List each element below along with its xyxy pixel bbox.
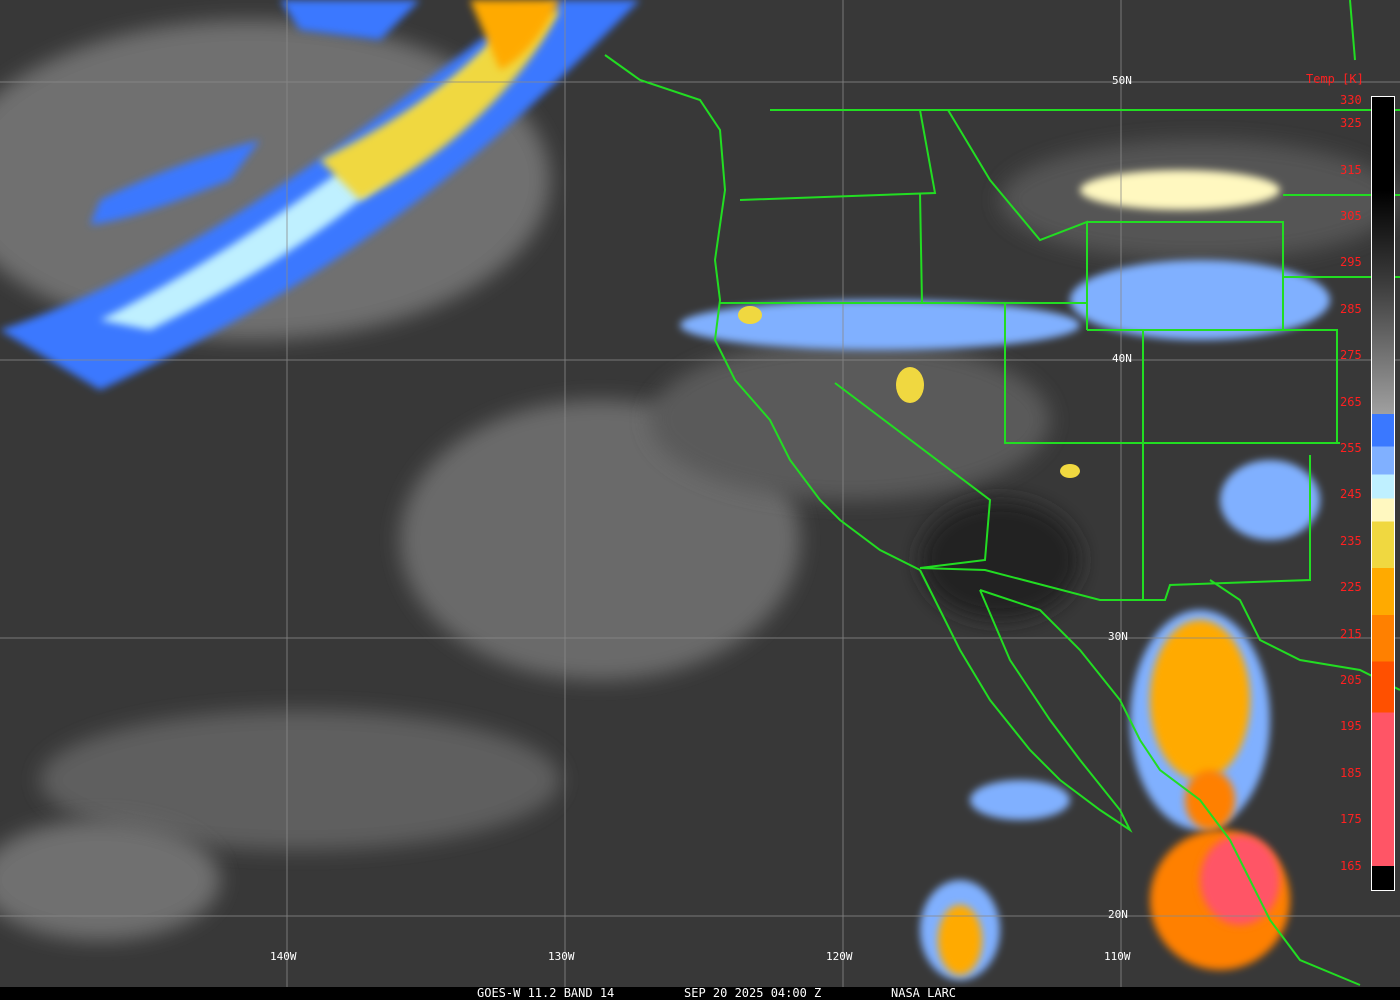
colorbar-tick-label: 225 — [1340, 580, 1362, 595]
lon-label-140w: 140W — [270, 950, 297, 963]
colorbar-tick-label: 175 — [1340, 812, 1362, 827]
lon-label-110w: 110W — [1104, 950, 1131, 963]
colorbar-tick-label: 205 — [1340, 673, 1362, 687]
lon-label-130w: 130W — [548, 950, 575, 963]
colorbar-tick-label: 195 — [1340, 719, 1362, 734]
temperature-colorbar — [1371, 96, 1395, 891]
colorbar-tick-label: 245 — [1340, 487, 1362, 502]
colorbar-tick-label: 255 — [1340, 441, 1362, 455]
colorbar-tick-label: 275 — [1340, 348, 1362, 363]
colorbar-title: Temp [K] — [1306, 72, 1364, 86]
source-label: NASA LARC — [891, 986, 957, 1000]
colorbar-tick-label: 305 — [1340, 209, 1362, 223]
datetime-label: SEP 20 2025 04:00 Z — [684, 986, 822, 1000]
colorbar-tick-label: 285 — [1340, 301, 1362, 316]
colorbar-tick-label: 265 — [1340, 394, 1362, 409]
colorbar-tick-label: 295 — [1340, 255, 1362, 270]
lat-label-50n: 50N — [1112, 74, 1132, 87]
colorbar-tick-label: 315 — [1340, 162, 1362, 177]
lat-label-40n: 40N — [1112, 352, 1132, 365]
colorbar-tick-label: 185 — [1340, 765, 1362, 780]
lat-label-30n: 30N — [1108, 630, 1128, 643]
lat-label-20n: 20N — [1108, 908, 1128, 921]
colorbar-tick-label: 330 — [1340, 93, 1362, 107]
footer-bar: GOES-W 11.2 BAND 14 SEP 20 2025 04:00 Z … — [0, 987, 1400, 1000]
colorbar-tick-label: 325 — [1340, 116, 1362, 131]
colorbar-tick-label: 235 — [1340, 533, 1362, 548]
political-borders — [604, 0, 1400, 986]
lon-label-120w: 120W — [826, 950, 853, 963]
satellite-band-label: GOES-W 11.2 BAND 14 — [477, 986, 615, 1000]
colorbar-tick-label: 165 — [1340, 858, 1362, 873]
colorbar-tick-label: 215 — [1340, 626, 1362, 641]
